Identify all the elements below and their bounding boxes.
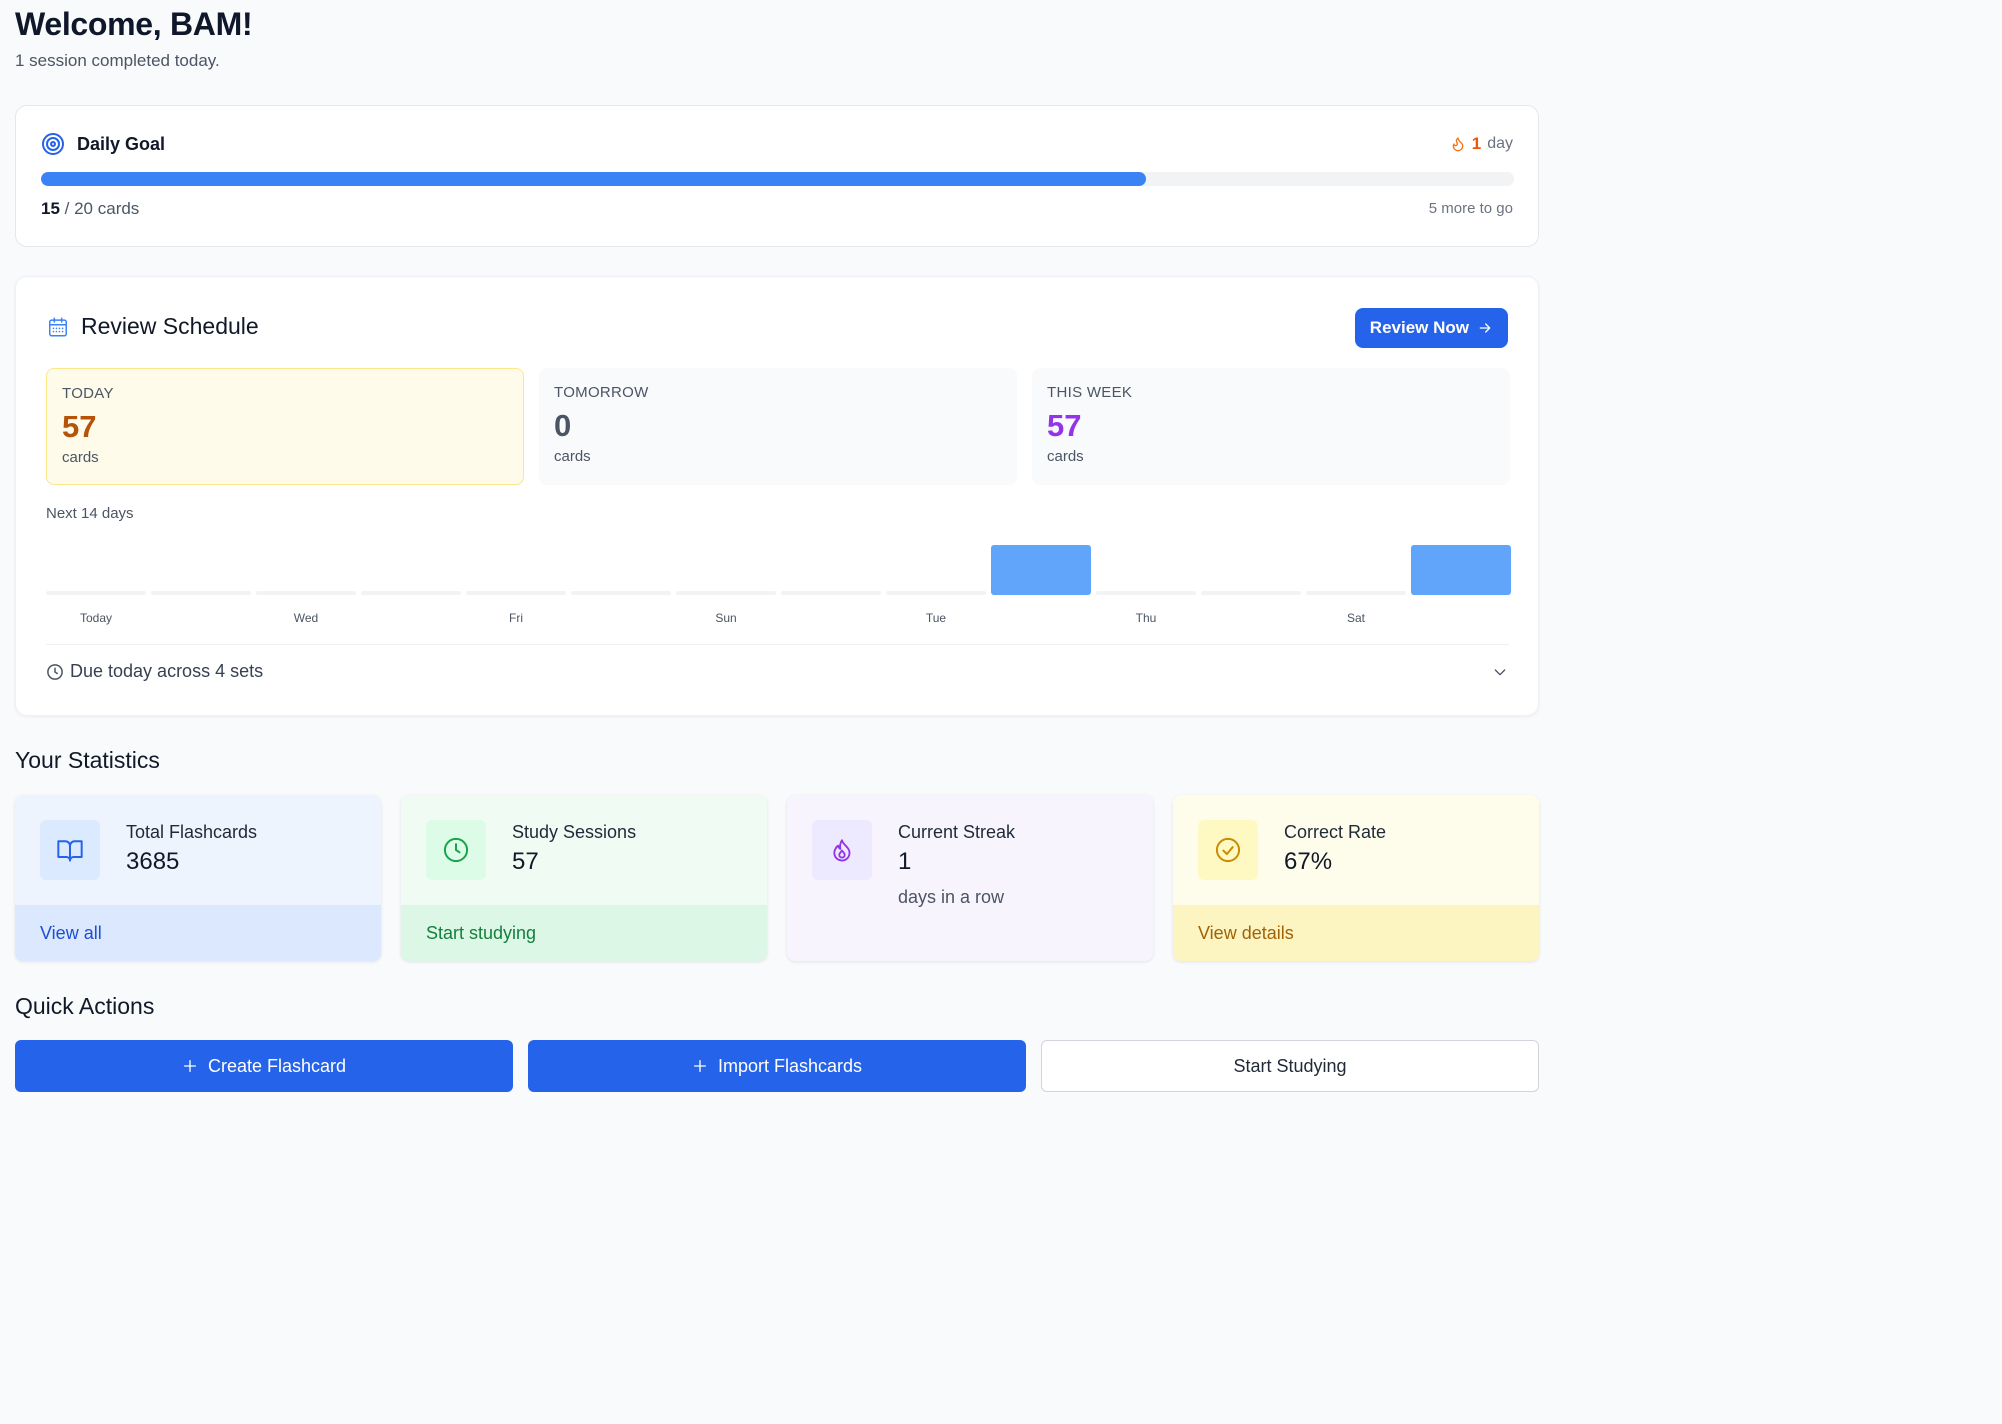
chart-bar: [151, 591, 251, 595]
create-flashcard-label: Create Flashcard: [207, 1055, 347, 1076]
schedule-week-value: 57: [1047, 408, 1082, 443]
review-schedule-card: Review Schedule Review Now TODAY 57 card…: [15, 276, 1539, 716]
schedule-tomorrow-label: TOMORROW: [554, 384, 649, 401]
review-now-button[interactable]: Review Now: [1354, 308, 1508, 348]
streak-indicator: 1 day: [1450, 134, 1513, 154]
due-today-summary[interactable]: Due today across 4 sets: [46, 661, 263, 682]
chart-bar: [46, 591, 146, 595]
chart-bar: [1201, 591, 1301, 595]
chart-day-label: Wed: [293, 611, 319, 625]
stat-icon-box: [40, 820, 100, 880]
chart-bar: [886, 591, 986, 595]
book-open-icon: [56, 836, 84, 864]
stat-label: Total Flashcards: [126, 822, 258, 842]
stat-icon-box: [426, 820, 486, 880]
start-studying-label: Start Studying: [1233, 1055, 1347, 1076]
import-flashcards-button[interactable]: Import Flashcards: [528, 1040, 1026, 1092]
chart-bar: [466, 591, 566, 595]
stat-label: Correct Rate: [1284, 822, 1387, 842]
daily-goal-title: Daily Goal: [77, 133, 166, 154]
due-today-text: Due today across 4 sets: [70, 661, 264, 681]
daily-goal-count: 15 / 20 cards: [41, 199, 139, 219]
cards-completed: 15: [41, 199, 60, 218]
start-studying-link[interactable]: Start studying: [401, 905, 767, 961]
stat-icon-box: [1198, 820, 1258, 880]
page-title: Welcome, BAM!: [15, 6, 253, 42]
stat-card-current-streak: Current Streak 1 days in a row: [787, 795, 1153, 961]
stat-label: Study Sessions: [512, 822, 637, 842]
chart-bar: [1411, 545, 1511, 595]
target-icon: [41, 132, 65, 156]
cards-remaining: 5 more to go: [1428, 200, 1513, 217]
schedule-this-week: THIS WEEK 57 cards: [1032, 368, 1510, 485]
stat-value: 3685: [126, 848, 180, 875]
statistics-title: Your Statistics: [15, 747, 160, 773]
daily-goal-progress-fill: [41, 172, 1146, 186]
daily-goal-header: Daily Goal: [41, 132, 165, 156]
review-schedule-title: Review Schedule: [81, 313, 259, 339]
calendar-icon: [47, 316, 69, 338]
cards-total: / 20 cards: [64, 199, 140, 218]
plus-icon: [692, 1058, 708, 1074]
chart-day-label: Today: [79, 611, 113, 625]
chart-bar: [361, 591, 461, 595]
clock-icon: [46, 663, 64, 681]
streak-count: 1: [1471, 134, 1482, 153]
stat-label: Current Streak: [898, 822, 1016, 842]
chart-bar: [571, 591, 671, 595]
flame-icon: [829, 837, 855, 863]
view-details-link[interactable]: View details: [1173, 905, 1539, 961]
stat-card-study-sessions: Study Sessions 57 Start studying: [401, 795, 767, 961]
chart-day-label: Fri: [509, 611, 523, 625]
schedule-week-label: THIS WEEK: [1047, 384, 1133, 401]
chart-bar: [1096, 591, 1196, 595]
schedule-tomorrow-value: 0: [554, 408, 572, 443]
stat-card-correct-rate: Correct Rate 67% View details: [1173, 795, 1539, 961]
chart-bar: [1306, 591, 1406, 595]
quick-actions-title: Quick Actions: [15, 993, 155, 1019]
stat-value: 1: [898, 848, 912, 875]
chart-bar: [676, 591, 776, 595]
schedule-today-label: TODAY: [62, 385, 114, 402]
daily-goal-card: Daily Goal 1 day 15 / 20 cards 5 more to…: [15, 105, 1539, 247]
review-schedule-header: Review Schedule: [47, 313, 259, 340]
view-all-link[interactable]: View all: [15, 905, 381, 961]
chart-day-label: Sun: [715, 611, 737, 625]
daily-goal-progress-bar: [41, 172, 1514, 186]
stat-value: 57: [512, 848, 539, 875]
create-flashcard-button[interactable]: Create Flashcard: [15, 1040, 513, 1092]
chart-day-label: Sat: [1346, 611, 1365, 625]
check-circle-icon: [1214, 836, 1242, 864]
chevron-down-icon[interactable]: [1492, 664, 1508, 680]
chart-day-label: Thu: [1135, 611, 1157, 625]
schedule-tomorrow-unit: cards: [554, 448, 591, 465]
import-flashcards-label: Import Flashcards: [717, 1055, 863, 1076]
plus-icon: [182, 1058, 198, 1074]
stat-card-total-flashcards: Total Flashcards 3685 View all: [15, 795, 381, 961]
divider: [46, 644, 1509, 645]
chart-bar: [781, 591, 881, 595]
schedule-tomorrow: TOMORROW 0 cards: [539, 368, 1017, 485]
review-now-label: Review Now: [1369, 318, 1469, 337]
stat-icon-box: [812, 820, 872, 880]
chart-day-label: Tue: [925, 611, 947, 625]
streak-unit: day: [1487, 135, 1513, 152]
start-studying-button[interactable]: Start Studying: [1041, 1040, 1539, 1092]
chart-bar: [991, 545, 1091, 595]
arrow-right-icon: [1477, 320, 1493, 336]
chart-bar: [256, 591, 356, 595]
page-subtitle: 1 session completed today.: [15, 51, 220, 70]
clock-icon: [442, 836, 470, 864]
schedule-today-value: 57: [62, 409, 97, 444]
stat-extra: days in a row: [898, 887, 1005, 907]
next-14-days-label: Next 14 days: [46, 505, 134, 522]
schedule-week-unit: cards: [1047, 448, 1084, 465]
schedule-today: TODAY 57 cards: [46, 368, 524, 485]
next-14-days-chart: [46, 539, 1511, 595]
stat-value: 67%: [1284, 848, 1333, 875]
flame-icon: [1450, 135, 1466, 153]
schedule-today-unit: cards: [62, 449, 99, 466]
